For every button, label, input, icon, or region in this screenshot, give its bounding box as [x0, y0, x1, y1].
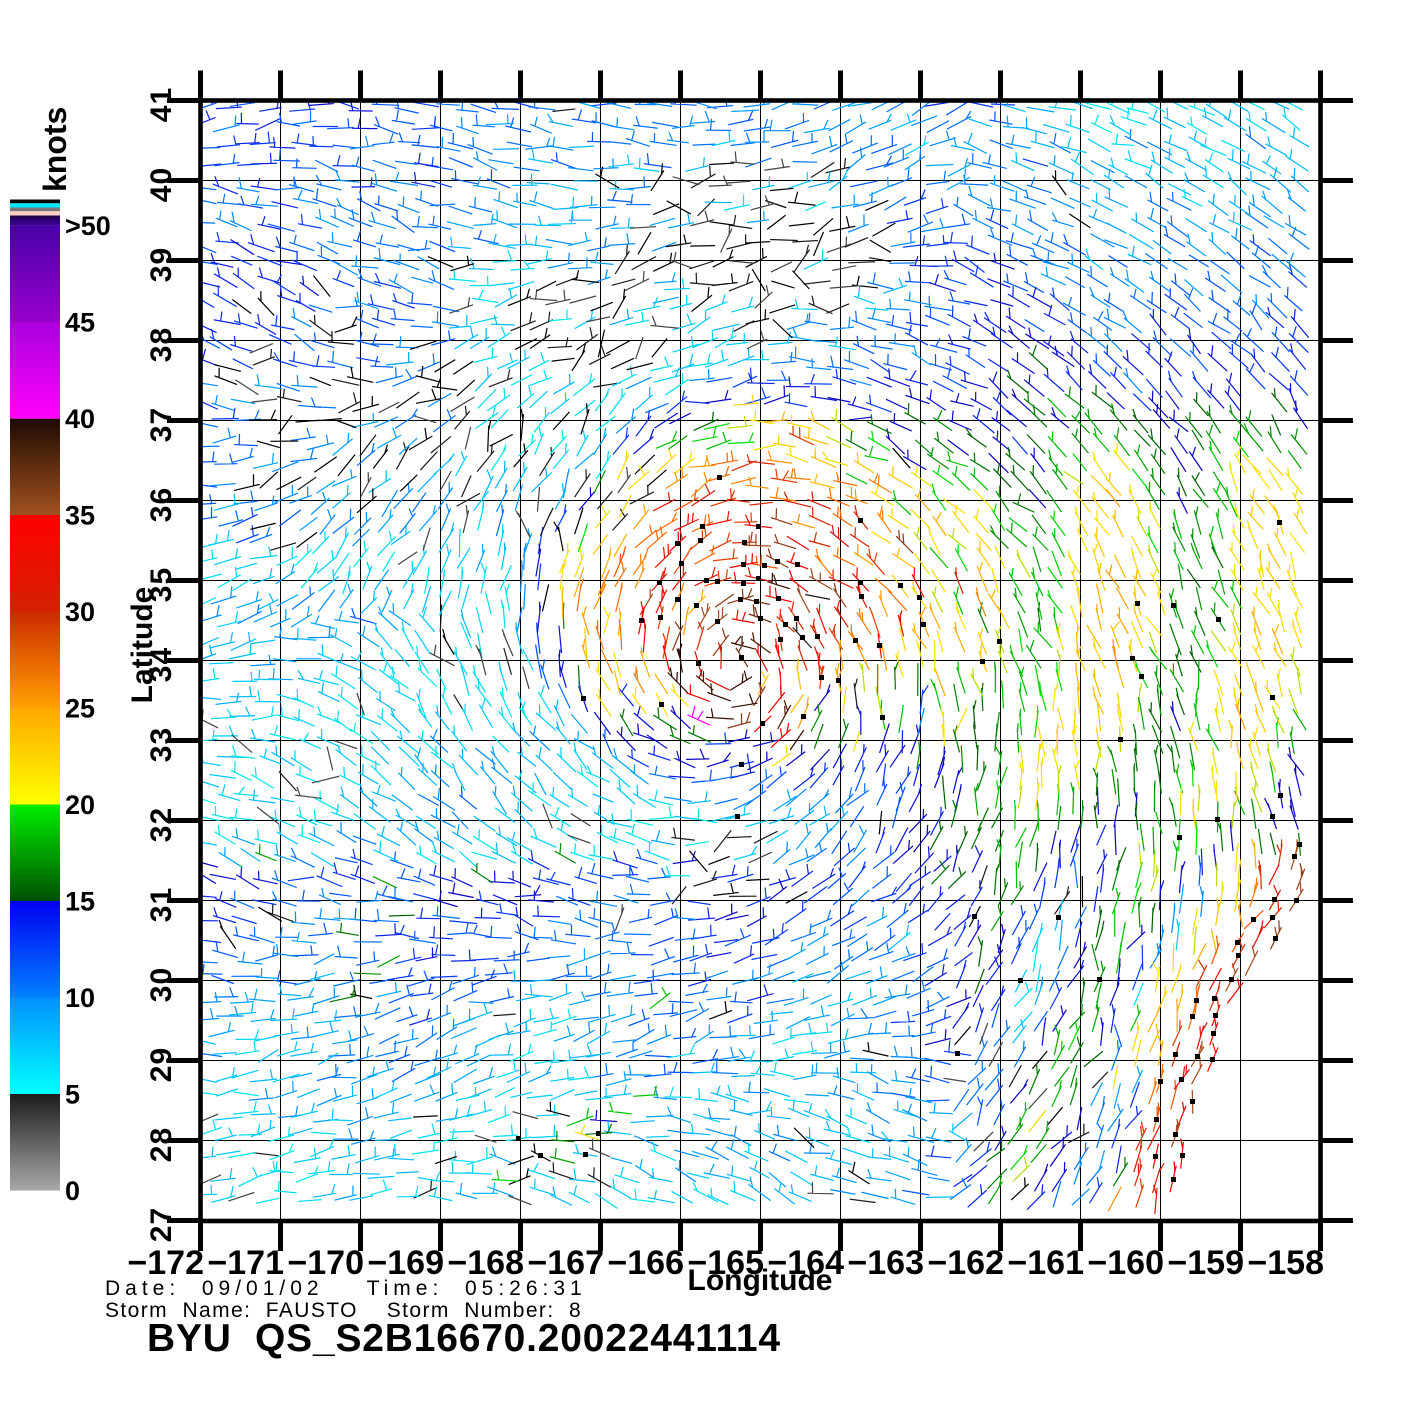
svg-text:28: 28	[145, 1127, 178, 1162]
svg-text:27: 27	[145, 1207, 178, 1242]
svg-text:20: 20	[65, 790, 95, 820]
svg-text:37: 37	[145, 407, 178, 442]
svg-text:−163: −163	[847, 1244, 924, 1282]
svg-text:30: 30	[65, 597, 95, 627]
svg-text:Latitude: Latitude	[126, 587, 159, 704]
svg-text:5: 5	[65, 1080, 80, 1110]
svg-text:Storm Name: FAUSTO Storm: Storm Name: FAUSTO Storm Number: 8	[105, 1299, 582, 1322]
svg-text:−169: −169	[367, 1244, 444, 1282]
svg-text:40: 40	[145, 167, 178, 202]
svg-text:BYU QS_S2B16670.20022441114: BYU QS_S2B16670.20022441114	[147, 1317, 781, 1360]
svg-text:Date: 09/01/02 Time: 05:2: Date: 09/01/02 Time: 05:26:31	[105, 1277, 587, 1300]
svg-text:−160: −160	[1087, 1244, 1164, 1282]
svg-text:>50: >50	[65, 211, 111, 241]
svg-text:−172: −172	[127, 1244, 204, 1282]
svg-text:33: 33	[145, 727, 178, 762]
svg-text:25: 25	[65, 694, 95, 724]
svg-text:−164: −164	[767, 1244, 844, 1282]
svg-text:35: 35	[65, 501, 95, 531]
svg-text:Longitude: Longitude	[688, 1264, 833, 1297]
svg-text:10: 10	[65, 983, 95, 1013]
svg-text:−165: −165	[687, 1244, 764, 1282]
svg-text:45: 45	[65, 308, 95, 338]
svg-text:0: 0	[65, 1176, 80, 1206]
svg-text:35: 35	[145, 567, 178, 602]
svg-text:41: 41	[145, 87, 178, 122]
svg-text:36: 36	[145, 487, 178, 522]
svg-text:15: 15	[65, 887, 95, 917]
svg-text:−161: −161	[1007, 1244, 1084, 1282]
svg-text:−168: −168	[447, 1244, 524, 1282]
svg-text:−167: −167	[527, 1244, 604, 1282]
svg-text:40: 40	[65, 404, 95, 434]
svg-text:−166: −166	[607, 1244, 684, 1282]
svg-text:−159: −159	[1167, 1244, 1244, 1282]
svg-text:−158: −158	[1247, 1244, 1324, 1282]
svg-text:29: 29	[145, 1047, 178, 1082]
svg-text:30: 30	[145, 967, 178, 1002]
svg-text:−170: −170	[287, 1244, 364, 1282]
svg-text:38: 38	[145, 327, 178, 362]
svg-text:39: 39	[145, 247, 178, 282]
svg-text:32: 32	[145, 807, 178, 842]
svg-text:−162: −162	[927, 1244, 1004, 1282]
svg-text:knots: knots	[37, 107, 73, 192]
svg-text:−171: −171	[207, 1244, 284, 1282]
svg-text:34: 34	[145, 647, 178, 682]
svg-text:31: 31	[145, 887, 178, 922]
